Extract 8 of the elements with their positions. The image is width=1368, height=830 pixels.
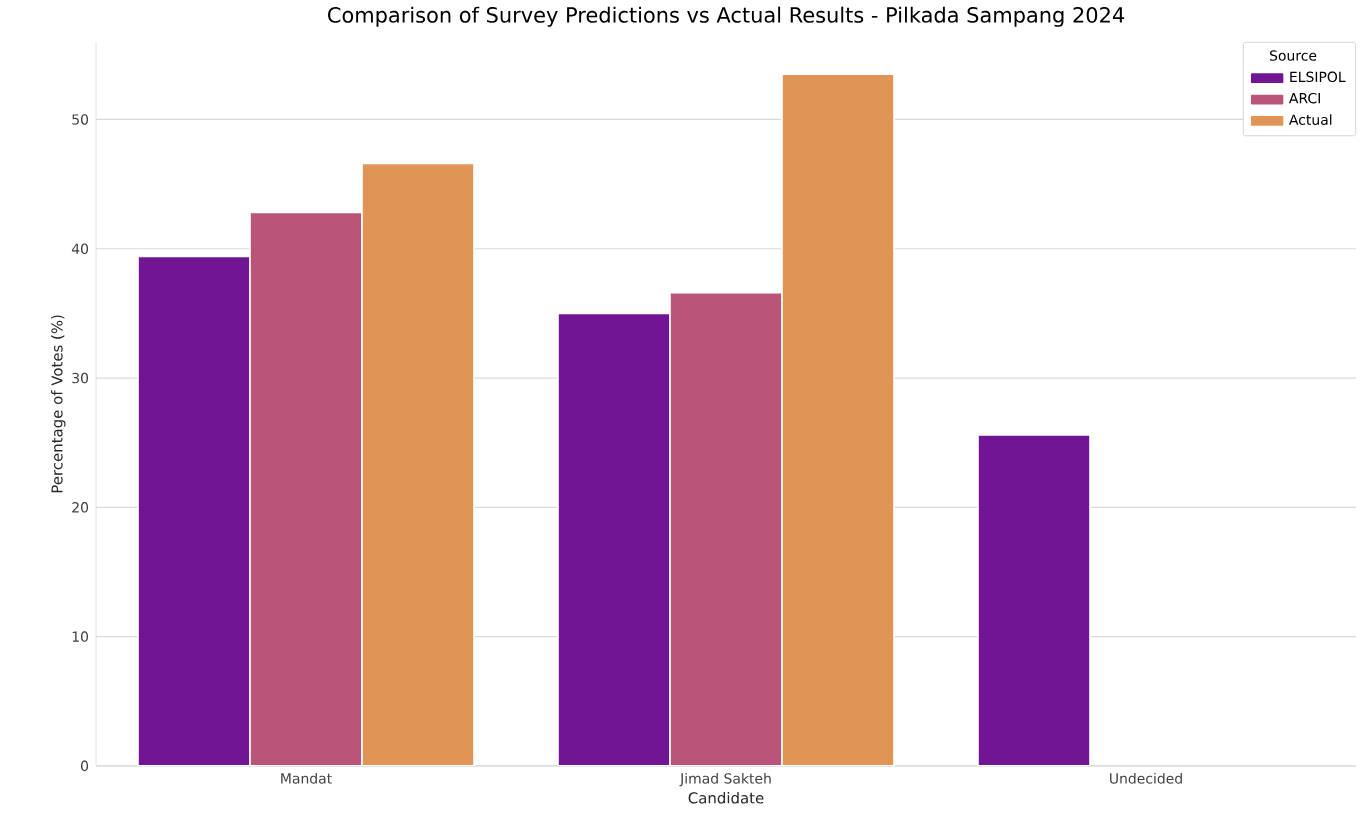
bar: [361, 162, 475, 766]
bar: [977, 434, 1091, 766]
bar: [249, 211, 363, 766]
chart-title: Comparison of Survey Predictions vs Actual Results - Pilkada Sampang 2024: [328, 6, 1125, 27]
bar: [137, 255, 251, 766]
bar: [669, 291, 783, 766]
bar: [557, 312, 671, 766]
bar: [781, 73, 895, 766]
